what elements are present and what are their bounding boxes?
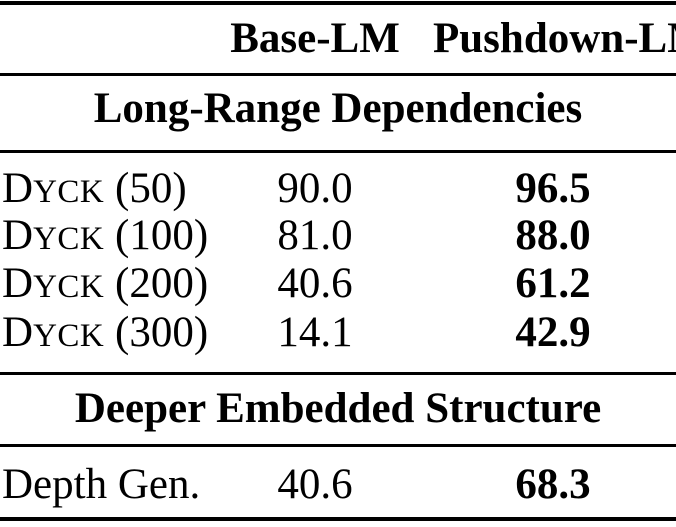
row-label: DYCK (200) [2, 262, 262, 305]
table-row-depth-gen: Depth Gen. 40.6 68.3 [0, 463, 676, 506]
base-lm-value: 81.0 [277, 212, 353, 259]
row-label-note: (100) [104, 212, 209, 259]
row-label-initial: D [2, 260, 34, 307]
section1-divider-rule [0, 150, 676, 153]
row-label: DYCK (300) [2, 311, 262, 354]
row-label-smallcaps: YCK [33, 318, 105, 354]
base-lm-value: 14.1 [277, 309, 353, 356]
row-label-text: Depth Gen. [2, 461, 201, 508]
table-row-dyck-100: DYCK (100) 81.0 88.0 [0, 214, 676, 257]
row-label-smallcaps: YCK [33, 269, 105, 305]
row-label: DYCK (50) [2, 167, 262, 210]
section2-top-rule [0, 372, 676, 375]
row-label: Depth Gen. [2, 463, 262, 506]
section-title-deeper-embedded: Deeper Embedded Structure [74, 385, 602, 432]
row-label-note: (300) [104, 309, 209, 356]
table-row-dyck-200: DYCK (200) 40.6 61.2 [0, 262, 676, 305]
table-row-dyck-50: DYCK (50) 90.0 96.5 [0, 167, 676, 210]
row-label-smallcaps: YCK [33, 174, 105, 210]
section2-divider-rule [0, 444, 676, 447]
row-label: DYCK (100) [2, 214, 262, 257]
section-title-long-range: Long-Range Dependencies [93, 85, 583, 132]
row-label-initial: D [2, 212, 34, 259]
pushdown-lm-value: 96.5 [515, 165, 591, 212]
pushdown-lm-value: 42.9 [515, 309, 591, 356]
table-header-row: Base-LM Pushdown-LM [0, 17, 676, 60]
pushdown-lm-value: 61.2 [515, 260, 591, 307]
table-row-dyck-300: DYCK (300) 14.1 42.9 [0, 311, 676, 354]
header-divider-rule [0, 73, 676, 76]
row-label-initial: D [2, 165, 34, 212]
column-header-pushdown-lm: Pushdown-LM [433, 15, 676, 62]
row-label-note: (200) [104, 260, 209, 307]
pushdown-lm-value: 88.0 [515, 212, 591, 259]
base-lm-value: 90.0 [277, 165, 353, 212]
pushdown-lm-value: 68.3 [515, 461, 591, 508]
base-lm-value: 40.6 [277, 260, 353, 307]
column-header-base-lm: Base-LM [230, 15, 400, 62]
row-label-note: (50) [104, 165, 187, 212]
row-label-initial: D [2, 309, 34, 356]
bottom-rule [0, 517, 676, 521]
base-lm-value: 40.6 [277, 461, 353, 508]
top-rule [0, 1, 676, 5]
row-label-smallcaps: YCK [33, 221, 105, 257]
